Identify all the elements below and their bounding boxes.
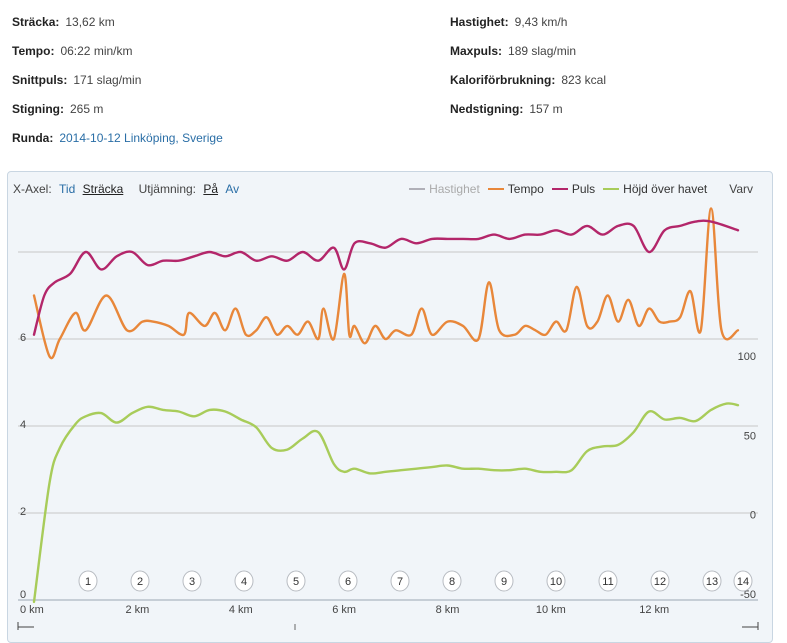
lap-label: 9 xyxy=(501,576,507,588)
lap-marker xyxy=(650,570,670,592)
stat-speed-label: Hastighet: xyxy=(450,15,509,29)
lap-label: 7 xyxy=(397,576,403,588)
legend-pace[interactable]: Tempo xyxy=(487,182,544,196)
x-tick-label: 4 km xyxy=(229,604,253,616)
lap-label: 13 xyxy=(706,576,718,588)
lap-marker xyxy=(733,570,753,592)
series-line-altitude xyxy=(32,402,740,604)
xaxis-time-option[interactable]: Tid xyxy=(59,182,76,196)
lap-label: 14 xyxy=(737,576,749,588)
legend-speed-label: Hastighet xyxy=(429,182,480,196)
y-left-tick-label: 6 xyxy=(20,332,26,344)
stat-speed-value: 9,43 km/h xyxy=(514,15,568,29)
stat-avg-hr-label: Snittpuls: xyxy=(12,73,68,87)
y-right-tick-label: 100 xyxy=(738,351,756,363)
stat-descent-label: Nedstigning: xyxy=(450,102,524,116)
legend-pace-swatch xyxy=(487,188,504,190)
lap-label: 8 xyxy=(449,576,455,588)
lap-marker xyxy=(546,570,566,592)
stat-descent-value: 157 m xyxy=(529,102,563,116)
legend-hr[interactable]: Puls xyxy=(551,182,596,196)
lap-marker xyxy=(702,570,722,592)
stat-pace-value: 06:22 min/km xyxy=(60,44,133,58)
stat-ascent-value: 265 m xyxy=(69,102,104,116)
lap-label: 12 xyxy=(654,576,666,588)
legend-altitude[interactable]: Höjd över havet xyxy=(603,182,707,196)
stat-pace-label: Tempo: xyxy=(12,44,55,58)
lap-label: 10 xyxy=(550,576,562,588)
x-tick-label: 0 km xyxy=(20,604,44,616)
legend-altitude-label: Höjd över havet xyxy=(623,182,708,196)
stat-distance: Sträcka: 13,62 km xyxy=(12,15,115,29)
lap-label: 11 xyxy=(602,576,613,588)
lap-marker xyxy=(234,570,254,592)
legend-speed[interactable]: Hastighet xyxy=(409,182,480,196)
stat-distance-label: Sträcka: xyxy=(12,15,60,29)
stat-route-label: Runda: xyxy=(12,131,54,145)
stat-ascent-label: Stigning: xyxy=(12,102,64,116)
legend-hr-swatch xyxy=(551,188,568,190)
lap-marker xyxy=(286,570,306,592)
stat-calories: Kaloriförbrukning: 823 kcal xyxy=(450,73,606,87)
lap-label: 5 xyxy=(293,576,299,588)
stat-max-hr: Maxpuls: 189 slag/min xyxy=(450,44,576,58)
x-tick-label: 12 km xyxy=(639,604,669,616)
smoothing-label: Utjämning: xyxy=(138,182,196,196)
lap-marker xyxy=(598,570,618,592)
stat-avg-hr-value: 171 slag/min xyxy=(73,73,142,87)
stat-descent: Nedstigning: 157 m xyxy=(450,102,563,116)
y-left-tick-label: 4 xyxy=(20,419,26,431)
x-tick-label: 2 km xyxy=(125,604,149,616)
legend-laps[interactable]: Varv xyxy=(729,182,753,196)
xaxis-distance-option[interactable]: Sträcka xyxy=(82,182,124,196)
lap-marker xyxy=(182,570,202,592)
series-line-pace xyxy=(32,207,740,360)
lap-marker xyxy=(390,570,410,592)
lap-marker xyxy=(130,570,150,592)
lap-label: 4 xyxy=(241,576,247,588)
lap-label: 1 xyxy=(85,576,91,588)
lap-marker xyxy=(494,570,514,592)
y-right-tick-label: 0 xyxy=(750,510,756,522)
stat-distance-value: 13,62 km xyxy=(65,15,115,29)
lap-marker xyxy=(78,570,98,592)
chart-legend: Hastighet Tempo Puls Höjd över havet Var… xyxy=(409,182,753,196)
stat-ascent: Stigning: 265 m xyxy=(12,102,103,116)
lap-label: 6 xyxy=(345,576,351,588)
y-left-tick-label: 2 xyxy=(20,506,26,518)
route-link[interactable]: 2014-10-12 Linköping, Sverige xyxy=(59,131,223,145)
xaxis-label: X-Axel: xyxy=(13,182,52,196)
x-tick-label: 8 km xyxy=(436,604,460,616)
x-tick-label: 6 km xyxy=(332,604,356,616)
y-right-tick-label: 50 xyxy=(744,430,756,442)
stat-pace: Tempo: 06:22 min/km xyxy=(12,44,132,58)
smoothing-off-option[interactable]: Av xyxy=(225,182,240,196)
series-line-hr xyxy=(32,219,740,336)
stat-avg-hr: Snittpuls: 171 slag/min xyxy=(12,73,141,87)
stat-route: Runda: 2014-10-12 Linköping, Sverige xyxy=(12,131,223,145)
chart-toolbar: X-Axel: Tid Sträcka Utjämning: På Av xyxy=(13,182,239,196)
lap-label: 3 xyxy=(189,576,195,588)
stat-calories-label: Kaloriförbrukning: xyxy=(450,73,556,87)
lap-marker xyxy=(338,570,358,592)
legend-laps-label: Varv xyxy=(729,182,753,196)
legend-pace-label: Tempo xyxy=(507,182,544,196)
legend-speed-swatch xyxy=(409,188,426,190)
lap-label: 2 xyxy=(137,576,143,588)
lap-marker xyxy=(442,570,462,592)
legend-altitude-swatch xyxy=(603,188,620,190)
stat-calories-value: 823 kcal xyxy=(561,73,607,87)
y-left-tick-label: 0 xyxy=(20,589,26,601)
legend-hr-label: Puls xyxy=(571,182,596,196)
y-right-tick-label: -50 xyxy=(740,589,756,601)
smoothing-on-option[interactable]: På xyxy=(203,182,219,196)
stat-max-hr-value: 189 slag/min xyxy=(508,44,577,58)
x-tick-label: 10 km xyxy=(536,604,566,616)
stat-speed: Hastighet: 9,43 km/h xyxy=(450,15,567,29)
stat-max-hr-label: Maxpuls: xyxy=(450,44,503,58)
